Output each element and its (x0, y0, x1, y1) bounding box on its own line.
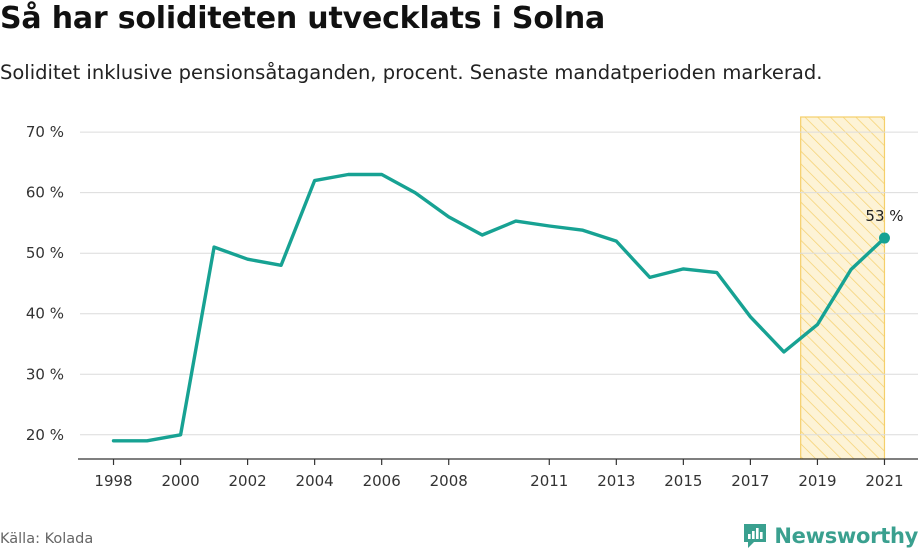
y-tick-label: 30 % (26, 365, 64, 383)
x-tick-label: 2008 (430, 472, 468, 490)
x-tick-label: 1998 (94, 472, 132, 490)
series-line-soliditet (111, 172, 887, 443)
brand-name: Newsworthy (774, 524, 918, 548)
x-tick-label: 2013 (597, 472, 635, 490)
x-tick-label: 2004 (296, 472, 334, 490)
highlight-mandate-period (800, 116, 886, 460)
x-tick-label: 2021 (865, 472, 903, 490)
x-tick-label: 2006 (363, 472, 401, 490)
last-value-point (878, 232, 890, 244)
x-tick-label: 2017 (731, 472, 769, 490)
newsworthy-logo-icon (744, 524, 767, 548)
brand-logo: Newsworthy (742, 521, 918, 551)
y-tick-label: 40 % (26, 305, 64, 323)
last-value-label: 53 % (865, 207, 903, 225)
chart-title: Så har soliditeten utvecklats i Solna (0, 1, 606, 36)
source-note: Källa: Kolada (0, 531, 94, 547)
x-tick-label: 2002 (229, 472, 267, 490)
y-tick-label: 20 % (26, 426, 64, 444)
x-tick-label: 2011 (530, 472, 568, 490)
y-tick-label: 50 % (26, 244, 64, 262)
x-tick-label: 2019 (798, 472, 836, 490)
y-tick-label: 60 % (26, 184, 64, 202)
x-tick-label: 2000 (161, 472, 199, 490)
x-tick-label: 2015 (664, 472, 702, 490)
y-tick-label: 70 % (26, 123, 64, 141)
chart-subtitle: Soliditet inklusive pensionsåtaganden, p… (0, 61, 823, 84)
